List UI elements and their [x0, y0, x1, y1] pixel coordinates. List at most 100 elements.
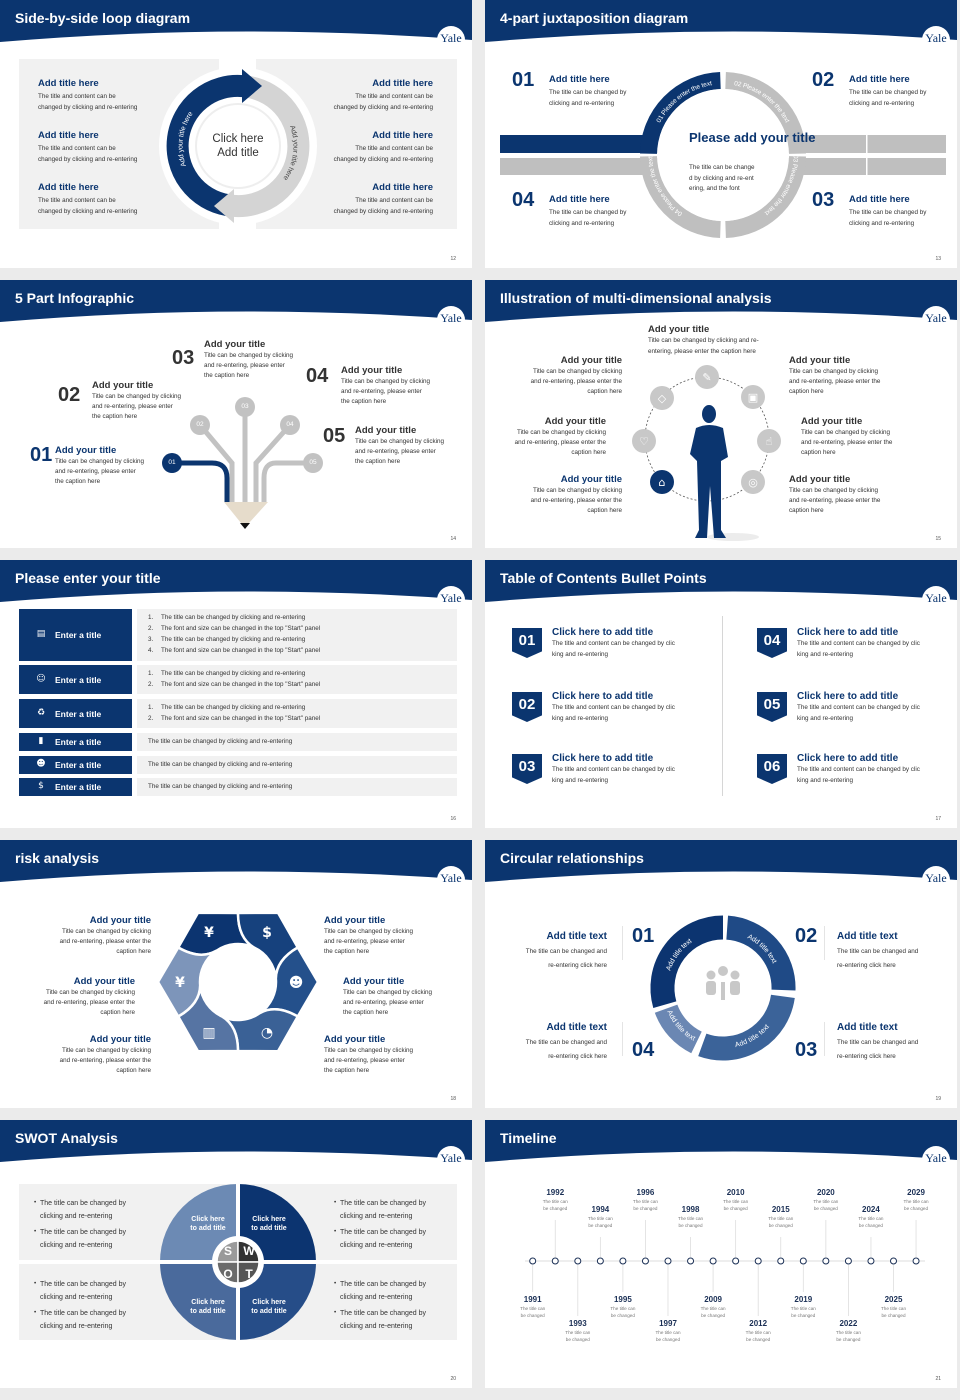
yen-hand-icon: ¥: [175, 975, 185, 991]
list-text: The title can be changed by clicking and…: [148, 760, 293, 768]
item-number: 05: [323, 425, 346, 447]
list-number: 2.: [148, 625, 154, 633]
branch-05: [261, 460, 313, 502]
swot-letter: O: [223, 1267, 233, 1281]
item-number: 02: [795, 925, 818, 947]
item-title: Add your title: [560, 474, 622, 485]
slide-canvas: [485, 1120, 957, 1316]
row-title-block[interactable]: [19, 665, 132, 694]
node-label: 04: [286, 421, 294, 428]
row-content-panel: [137, 665, 457, 694]
lock-icon: ▣: [748, 391, 758, 404]
ring-quadrant: [725, 72, 806, 155]
item-body: Title can be changed by clicking and re-…: [355, 438, 445, 465]
gray-arrowhead-icon: [214, 189, 234, 223]
header-band: [0, 1120, 472, 1162]
header-band: [0, 840, 472, 882]
header-band: [0, 0, 472, 42]
slide-toc[interactable]: Table of Contents Bullet Points Yale 17 01 C…: [485, 560, 957, 828]
slide-title: Please enter your title: [15, 570, 161, 586]
item-body: The title can be changed by clicking and…: [549, 89, 627, 107]
list-number: 3.: [148, 636, 154, 643]
page-number: 12: [450, 256, 456, 262]
event-year: 2020: [816, 1188, 835, 1197]
row-title-block[interactable]: [19, 699, 132, 728]
item-body: Title can be changed by clicking and re-…: [324, 928, 414, 955]
center-body: The title can be change d by clicking an…: [689, 164, 755, 192]
row-content-panel: [137, 756, 457, 774]
event-year: 1992: [546, 1188, 565, 1197]
slide-loop[interactable]: Add your title here Add your title here Si…: [0, 0, 472, 268]
row-title-block[interactable]: [19, 756, 132, 774]
item-body: The title and content can be changed by …: [38, 93, 138, 111]
event-text: The title can be changed: [700, 1306, 726, 1318]
item-title: Add title text: [837, 1022, 898, 1033]
number-badge: 02: [512, 692, 542, 722]
lock-icon-bg: [741, 385, 765, 409]
event-text: The title can be changed: [745, 1330, 771, 1342]
row-title-block[interactable]: [19, 609, 132, 661]
item-number: 02: [58, 384, 81, 406]
timeline-axis: [525, 1260, 925, 1262]
timeline-dot: [709, 1257, 717, 1265]
cycle-segment: [650, 915, 724, 1009]
slide-rows[interactable]: Please enter your title Yale 16 ▤ Enter a ti…: [0, 560, 472, 828]
timeline-dot: [754, 1257, 762, 1265]
letter-quadrant: [237, 1261, 260, 1284]
swot-quadrant: [238, 1262, 316, 1340]
slide-multi[interactable]: ✎ ◇ ▣ ♡ ☝ ⌂ ◎ Illustration of multi-dimensional…: [485, 280, 957, 548]
item-title: Add your title: [89, 1034, 151, 1045]
person-silhouette-icon: [690, 425, 728, 538]
slide-canvas: [0, 1120, 472, 1340]
ring-quadrant: [640, 155, 721, 238]
node-label: 05: [309, 459, 317, 466]
swot-quadrant: [160, 1184, 238, 1262]
item-body: The title can be changed by clicking and…: [849, 89, 927, 107]
timeline-dot: [844, 1257, 852, 1265]
logo-badge: [922, 1146, 950, 1174]
timeline-dot: [799, 1257, 807, 1265]
row-title: Enter a title: [55, 630, 102, 640]
navy-band: [500, 135, 660, 153]
users-icon: ☻: [289, 975, 304, 991]
bullet-dot: •: [34, 1309, 37, 1316]
slide-timeline[interactable]: Timeline Yale 21 1991 The title can be chang…: [485, 1120, 957, 1388]
item-title: Add your title: [341, 365, 403, 376]
event-text: The title can be changed: [903, 1199, 929, 1211]
item-number: 02: [812, 69, 835, 91]
slide-circ[interactable]: Add title text Add title text Add title te…: [485, 840, 957, 1108]
graduation-cap-icon-bg: [650, 470, 674, 494]
page-number: 13: [935, 256, 941, 262]
header-band: [485, 840, 957, 882]
event-year: 2010: [726, 1188, 745, 1197]
slide-title: Side-by-side loop diagram: [15, 10, 191, 26]
slide-five[interactable]: 5 Part Infographic Yale 14 01 01 Add your tit…: [0, 280, 472, 548]
pie-chart-icon: ◔: [261, 1025, 273, 1041]
list-text: The title can be changed by clicking and…: [148, 737, 293, 745]
logo-badge: [437, 1146, 465, 1174]
swot-letter: S: [223, 1244, 232, 1258]
item-title: Add title here: [38, 78, 99, 89]
slide-risk[interactable]: ¥ $ ☻ ◔ ▥ ¥ risk analysis Yale 18 Add your title T…: [0, 840, 472, 1108]
thumbs-up-icon-bg: [757, 429, 781, 453]
slide-swot[interactable]: SWOT Analysis Yale 20 S Click here to add ti…: [0, 1120, 472, 1388]
page-number: 20: [450, 1376, 456, 1382]
item-title: Add title here: [372, 130, 433, 141]
event-year: 1993: [568, 1319, 587, 1328]
item-body: The title and content can be changed by …: [797, 766, 920, 784]
item-body: The title and content can be changed by …: [552, 640, 675, 658]
timeline-dot: [641, 1257, 649, 1265]
logo-badge: [437, 866, 465, 894]
cycle-segment: [654, 1004, 703, 1054]
row-title-block[interactable]: [19, 778, 132, 796]
yale-logo: Yale: [925, 591, 947, 605]
diamond-icon: ◇: [658, 392, 667, 405]
logo-badge: [922, 26, 950, 54]
event-year: 2009: [704, 1295, 722, 1304]
row-title-block[interactable]: [19, 733, 132, 751]
item-body: Title can be changed by clicking and re-…: [343, 989, 433, 1016]
list-number: 4.: [148, 646, 154, 654]
slide-juxta[interactable]: 01 Please enter the text 02 Please enter …: [485, 0, 957, 268]
quadrant-title: Click here to add title: [251, 1216, 287, 1232]
event-text: The title can be changed: [632, 1199, 658, 1211]
